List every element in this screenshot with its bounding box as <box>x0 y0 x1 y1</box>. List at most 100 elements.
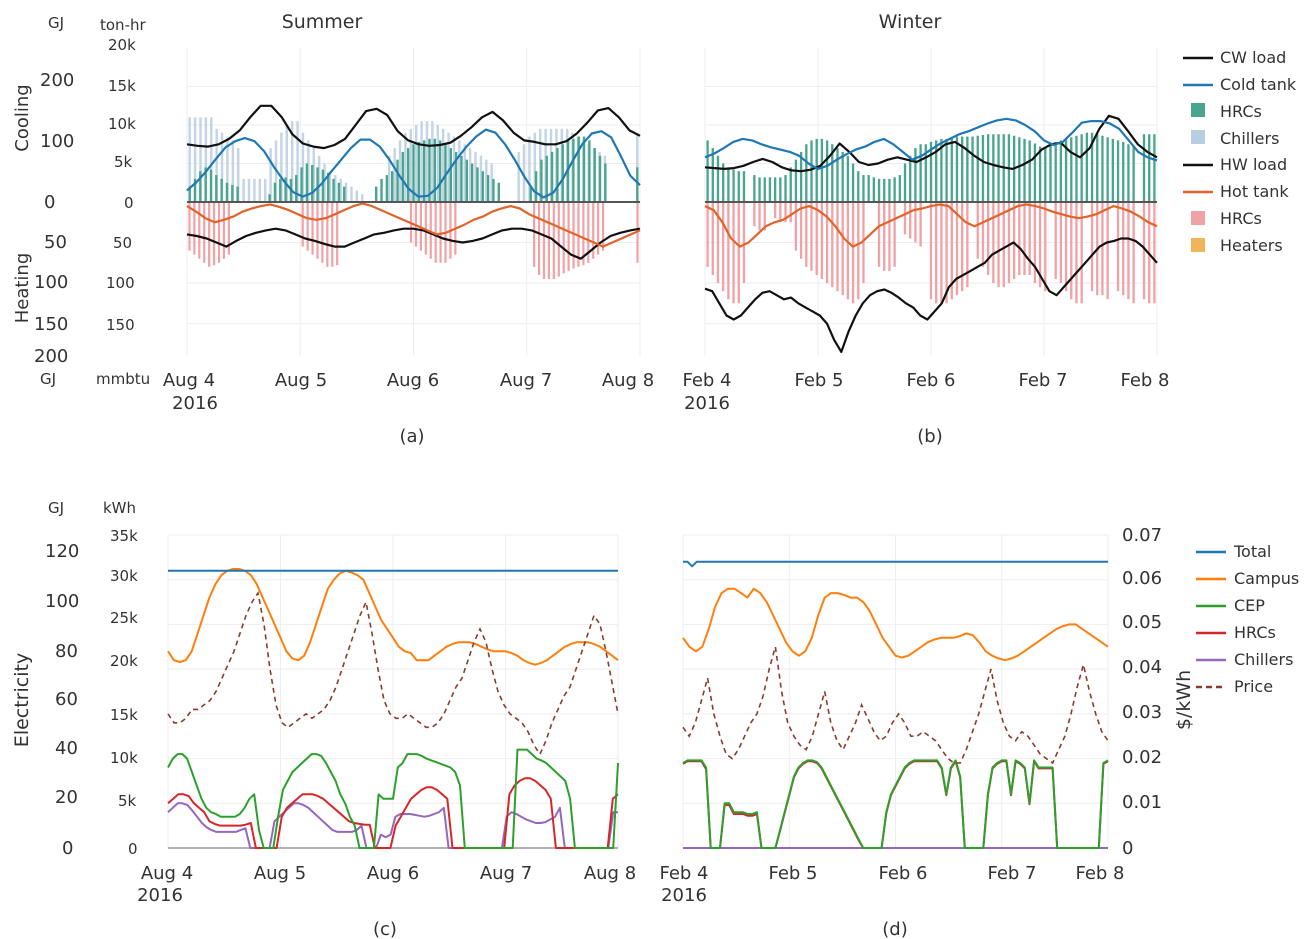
bar-a-hrcs <box>222 202 226 259</box>
bar-a-hrcs <box>593 148 596 202</box>
bar-a-chillers <box>441 128 445 202</box>
x-tick-b: Feb 6 <box>906 370 955 391</box>
bar-b-hrcs <box>1028 140 1031 202</box>
legend-top: CW load Cold tank HRCs Chillers HW load … <box>1183 48 1297 255</box>
bar-b-hrcs <box>768 177 772 202</box>
bar-a-chillers <box>468 148 472 202</box>
bar-a-hrcs <box>198 202 201 259</box>
bar-a-hrcs <box>401 151 405 202</box>
bar-a-hrcs <box>203 202 206 263</box>
bar-b-hrcs <box>706 202 709 267</box>
bottom-gj-tick: 40 <box>55 738 78 759</box>
bar-b-hrcs <box>1049 145 1052 202</box>
x-tick-a: Aug 8 <box>602 370 654 391</box>
bar-a-hrcs <box>470 163 474 202</box>
bar-b-hrcs <box>799 202 803 259</box>
bar-b-hrcs <box>883 202 886 271</box>
bar-b-hrcs <box>893 202 896 267</box>
bar-b-hrcs <box>727 167 730 202</box>
bar-b-hrcs <box>888 178 891 202</box>
bottom-gj-unit: GJ <box>48 499 64 517</box>
bar-a-hrcs <box>396 159 399 202</box>
gj-tick: 150 <box>34 314 68 335</box>
bar-a-chillers <box>350 186 353 202</box>
cooling-axis-label: Cooling <box>12 84 33 151</box>
bar-b-hrcs <box>836 202 839 292</box>
bar-a-hrcs <box>582 202 585 266</box>
line-b-hw-load <box>704 237 1158 353</box>
price-tick: 0.06 <box>1122 568 1162 589</box>
bar-b-hrcs <box>919 202 922 247</box>
line-d-campus <box>682 587 1109 662</box>
bar-a-hrcs <box>547 202 551 279</box>
caption-a: (a) <box>399 426 424 447</box>
bar-b-hrcs <box>779 202 782 223</box>
bar-a-hrcs <box>433 138 437 202</box>
bar-b-hrcs <box>831 202 834 288</box>
bar-b-hrcs <box>722 163 725 202</box>
line-c-price <box>167 591 619 756</box>
bar-a-chillers <box>420 121 423 202</box>
legend-label: CEP <box>1234 596 1265 615</box>
bar-a-hrcs <box>562 202 565 274</box>
legend-swatch <box>1191 211 1205 225</box>
bar-a-hrcs <box>268 194 271 202</box>
bar-a-chillers <box>328 171 332 202</box>
bar-b-hrcs <box>945 202 948 304</box>
bar-b-hrcs <box>929 202 933 300</box>
tonhr-tick: 15k <box>108 77 136 95</box>
legend-label: Heaters <box>1220 236 1283 255</box>
tonhr-tick: 0 <box>124 194 134 212</box>
bar-b-hrcs <box>851 202 855 304</box>
legend-swatch <box>1191 238 1205 252</box>
bar-b-hrcs <box>914 202 917 243</box>
bottom-gj-tick: 120 <box>45 541 79 562</box>
bar-a-hrcs <box>193 178 197 202</box>
bar-a-hrcs <box>390 171 394 202</box>
bar-a-hrcs <box>406 148 410 202</box>
bottom-gj-tick: 80 <box>55 641 78 662</box>
bar-b-hrcs <box>711 148 714 202</box>
panel-b-title: Winter <box>879 11 942 33</box>
bar-b-hrcs <box>742 171 746 202</box>
bar-a-hrcs <box>279 178 282 202</box>
kwh-tick: 10k <box>110 749 138 767</box>
caption-b: (b) <box>917 426 942 447</box>
tonhr-tick: 20k <box>108 36 136 54</box>
bar-b-hrcs <box>1007 202 1011 284</box>
bar-a-chillers <box>231 140 235 202</box>
bar-a-chillers <box>339 178 342 202</box>
bar-b-hrcs <box>1070 137 1073 202</box>
bar-a-chillers <box>447 132 450 202</box>
bar-b-hrcs <box>1018 202 1021 275</box>
bar-a-chillers <box>404 132 407 202</box>
bar-b-hrcs <box>1096 134 1099 202</box>
panel-a-title: Summer <box>282 11 363 33</box>
price-tick: 0.04 <box>1122 657 1162 678</box>
bar-b-hrcs <box>992 134 995 202</box>
bar-a-hrcs <box>497 182 500 202</box>
bar-a-hrcs <box>438 140 442 202</box>
bar-a-chillers <box>220 132 224 202</box>
bar-a-chillers <box>355 190 359 202</box>
bar-a-hrcs <box>587 202 590 263</box>
bar-a-hrcs <box>540 159 543 202</box>
bar-b-hrcs <box>799 151 803 202</box>
bar-b-hrcs <box>903 202 907 235</box>
legend-swatch <box>1191 103 1205 117</box>
bar-b-hrcs <box>794 159 798 202</box>
bar-b-hrcs <box>909 155 912 202</box>
bar-a-hrcs <box>188 202 191 251</box>
bar-b-hrcs <box>940 138 943 202</box>
bottom-gj-tick: 20 <box>55 787 78 808</box>
bar-a-hrcs <box>380 178 383 202</box>
bar-b-hrcs <box>789 167 792 202</box>
bar-b-hrcs <box>1023 202 1026 275</box>
bar-a-chillers <box>517 151 520 202</box>
x-tick-d: Feb 4 <box>659 863 708 884</box>
bar-b-hrcs <box>706 140 709 202</box>
bar-a-hrcs <box>561 144 564 202</box>
bar-a-hrcs <box>449 148 453 202</box>
bottom-gj-tick: 100 <box>45 591 79 612</box>
bar-b-hrcs <box>794 202 798 251</box>
